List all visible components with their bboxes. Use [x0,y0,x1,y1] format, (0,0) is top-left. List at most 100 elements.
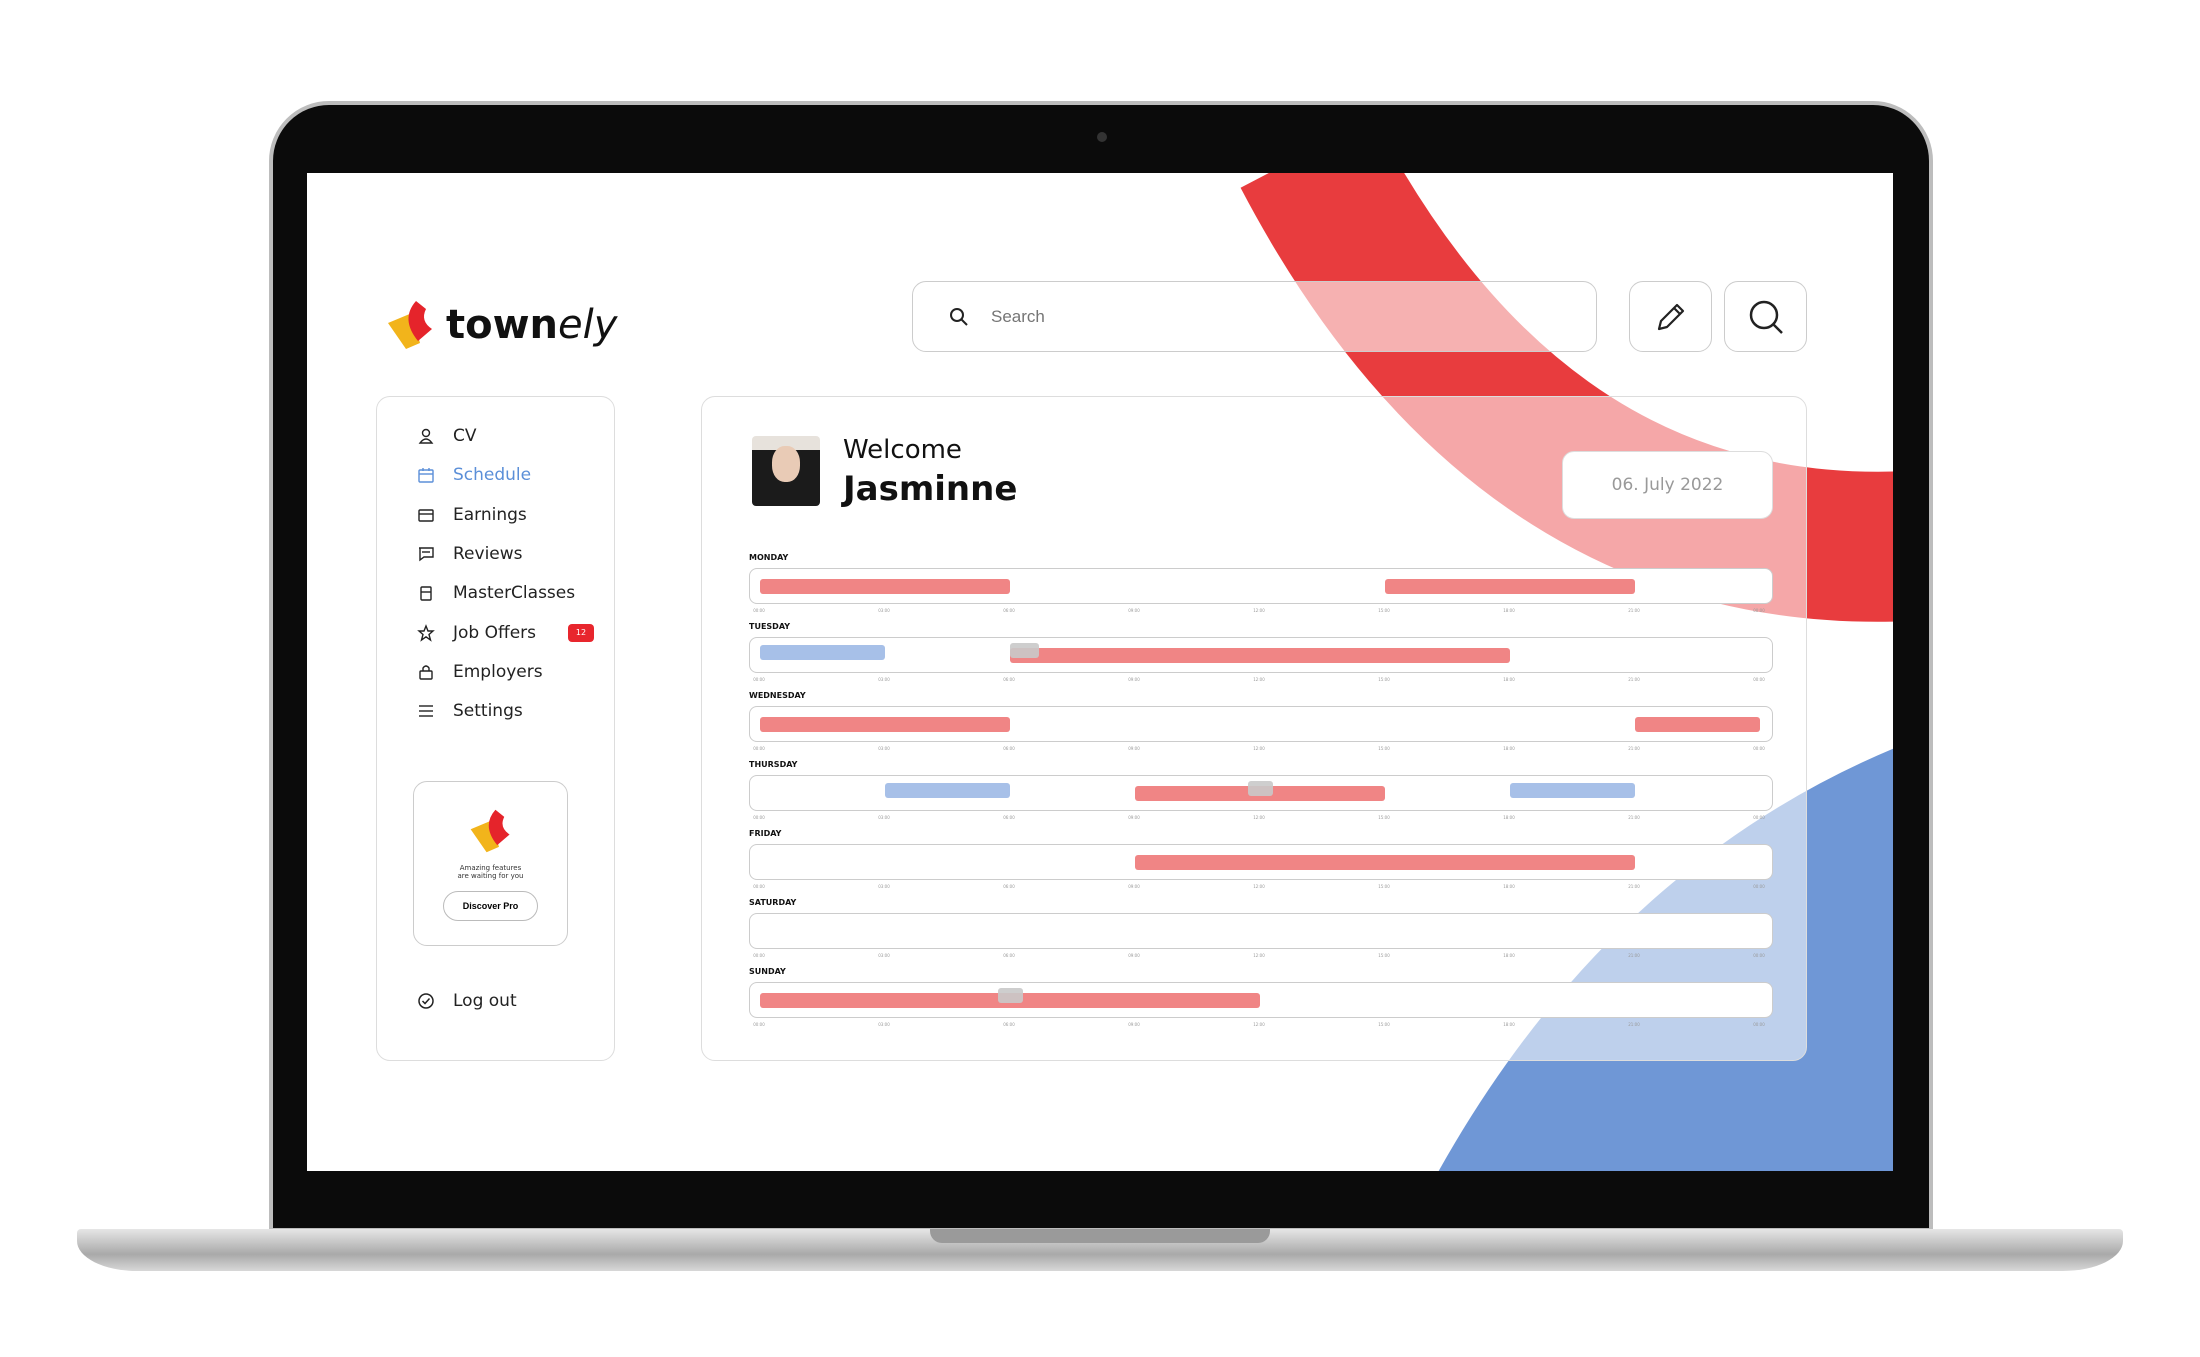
sidebar-item-schedule[interactable]: Schedule [417,465,531,485]
shift-bar[interactable] [1635,717,1760,732]
logout-button[interactable]: Log out [417,991,517,1011]
camera [1097,132,1107,142]
time-tick: 03:00 [878,815,890,820]
day-label: MONDAY [749,553,789,562]
edit-button[interactable] [1629,281,1712,352]
clipboard-icon [420,586,432,601]
day-track[interactable] [749,844,1773,880]
time-tick: 21:00 [1628,884,1640,889]
time-tick: 21:00 [1628,1022,1640,1027]
sidebar-item-settings[interactable]: Settings [417,701,523,721]
user-icon [418,428,434,444]
sidebar-item-masterclasses[interactable]: MasterClasses [417,583,575,603]
time-tick: 15:00 [1378,953,1390,958]
time-tick: 09:00 [1128,815,1140,820]
day-track[interactable] [749,913,1773,949]
time-tick: 00:00 [753,746,765,751]
time-tick: 12:00 [1253,815,1265,820]
logo-mark-icon [470,809,510,853]
day-row-saturday: SATURDAY 00:00 03:00 06:00 09:00 12:00 15:00 18… [749,898,1773,961]
shift-bar[interactable] [1510,783,1635,798]
time-tick: 12:00 [1253,746,1265,751]
sidebar-item-earnings[interactable]: Earnings [417,505,527,525]
time-tick: 18:00 [1503,608,1515,613]
time-tick: 21:00 [1628,815,1640,820]
time-tick: 00:00 [753,608,765,613]
shift-bar[interactable] [1385,579,1635,594]
time-tick: 06:00 [1003,884,1015,889]
time-tick: 03:00 [878,608,890,613]
laptop-notch [930,1229,1270,1243]
shift-bar[interactable] [760,645,885,660]
search-bar[interactable] [912,281,1597,352]
check-circle-icon [418,993,434,1009]
time-tick: 21:00 [1628,608,1640,613]
time-tick: 06:00 [1003,746,1015,751]
time-tick: 09:00 [1128,746,1140,751]
date-display[interactable]: 06. July 2022 [1562,451,1773,519]
sidebar-item-employers[interactable]: Employers [417,662,543,682]
lock-icon [419,665,433,680]
search-icon [1749,300,1783,334]
time-tick: 18:00 [1503,746,1515,751]
discover-pro-button[interactable]: Discover Pro [443,890,538,921]
user-name: Jasminne [843,469,1018,509]
promo-text: Amazing features are waiting for you [457,864,524,881]
schedule-panel: Welcome Jasminne 06. July 2022 MONDAY 00:… [701,396,1807,1061]
shift-marker[interactable] [1010,643,1040,658]
sidebar-item-label: MasterClasses [453,583,576,604]
day-row-tuesday: TUESDAY 00:00 03:00 06:00 09:00 12:00 15:00 18:… [749,622,1773,685]
sidebar-item-label: Employers [453,661,543,682]
shift-bar[interactable] [885,783,1010,798]
time-tick: 18:00 [1503,884,1515,889]
time-tick: 06:00 [1003,608,1015,613]
day-row-monday: MONDAY 00:00 03:00 06:00 09:00 12:00 15:00 18:0… [749,553,1773,616]
day-label: THURSDAY [749,760,798,769]
promo-card: Amazing features are waiting for you Disc… [413,781,568,946]
time-tick: 03:00 [878,746,890,751]
time-tick: 21:00 [1628,953,1640,958]
shift-bar[interactable] [760,579,1010,594]
pencil-icon [1657,303,1684,330]
day-label: TUESDAY [749,622,791,631]
time-tick: 12:00 [1253,953,1265,958]
time-tick: 12:00 [1253,1022,1265,1027]
sidebar-item-job-offers[interactable]: Job Offers [417,623,536,643]
time-tick: 15:00 [1378,746,1390,751]
day-track[interactable] [749,775,1773,811]
shift-marker[interactable] [997,988,1023,1003]
search-button[interactable] [1724,281,1807,352]
time-tick: 03:00 [878,884,890,889]
shift-bar[interactable] [1135,855,1635,870]
wallet-icon [418,508,434,522]
search-input[interactable] [991,306,1491,327]
day-track[interactable] [749,706,1773,742]
time-tick: 09:00 [1128,677,1140,682]
time-tick: 00:00 [1753,884,1765,889]
shift-bar[interactable] [760,717,1010,732]
day-label: FRIDAY [749,829,782,838]
day-track[interactable] [749,982,1773,1018]
job-offers-badge: 12 [568,623,594,642]
sidebar-item-label: Settings [453,701,523,722]
list-icon [419,705,433,717]
time-tick: 18:00 [1503,815,1515,820]
sidebar-item-cv[interactable]: CV [417,426,477,446]
search-icon [950,307,968,326]
townely-logo[interactable]: townely [386,299,617,351]
avatar [752,436,820,506]
time-tick: 03:00 [878,1022,890,1027]
sidebar-item-label: CV [453,426,477,446]
time-tick: 00:00 [753,884,765,889]
time-tick: 00:00 [753,953,765,958]
calendar-icon [418,468,434,483]
sidebar-item-reviews[interactable]: Reviews [417,544,523,564]
day-label: SATURDAY [749,898,797,907]
shift-bar[interactable] [1010,648,1510,663]
shift-marker[interactable] [1247,781,1273,796]
time-tick: 06:00 [1003,953,1015,958]
day-track[interactable] [749,568,1773,604]
welcome-text: Welcome [843,435,962,465]
day-track[interactable] [749,637,1773,673]
time-tick: 00:00 [753,1022,765,1027]
